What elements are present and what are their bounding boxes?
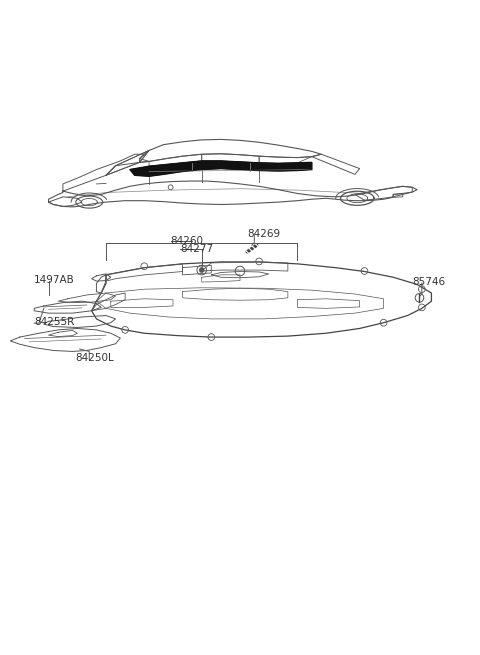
Text: 1497AB: 1497AB: [34, 274, 75, 285]
Text: 84277: 84277: [180, 244, 213, 253]
Text: 84269: 84269: [247, 229, 280, 239]
Polygon shape: [130, 161, 312, 176]
Circle shape: [199, 268, 204, 272]
Text: 85746: 85746: [412, 277, 445, 287]
Text: 84260: 84260: [170, 236, 204, 246]
Text: 84250L: 84250L: [75, 353, 114, 363]
Text: 84255R: 84255R: [34, 317, 74, 327]
